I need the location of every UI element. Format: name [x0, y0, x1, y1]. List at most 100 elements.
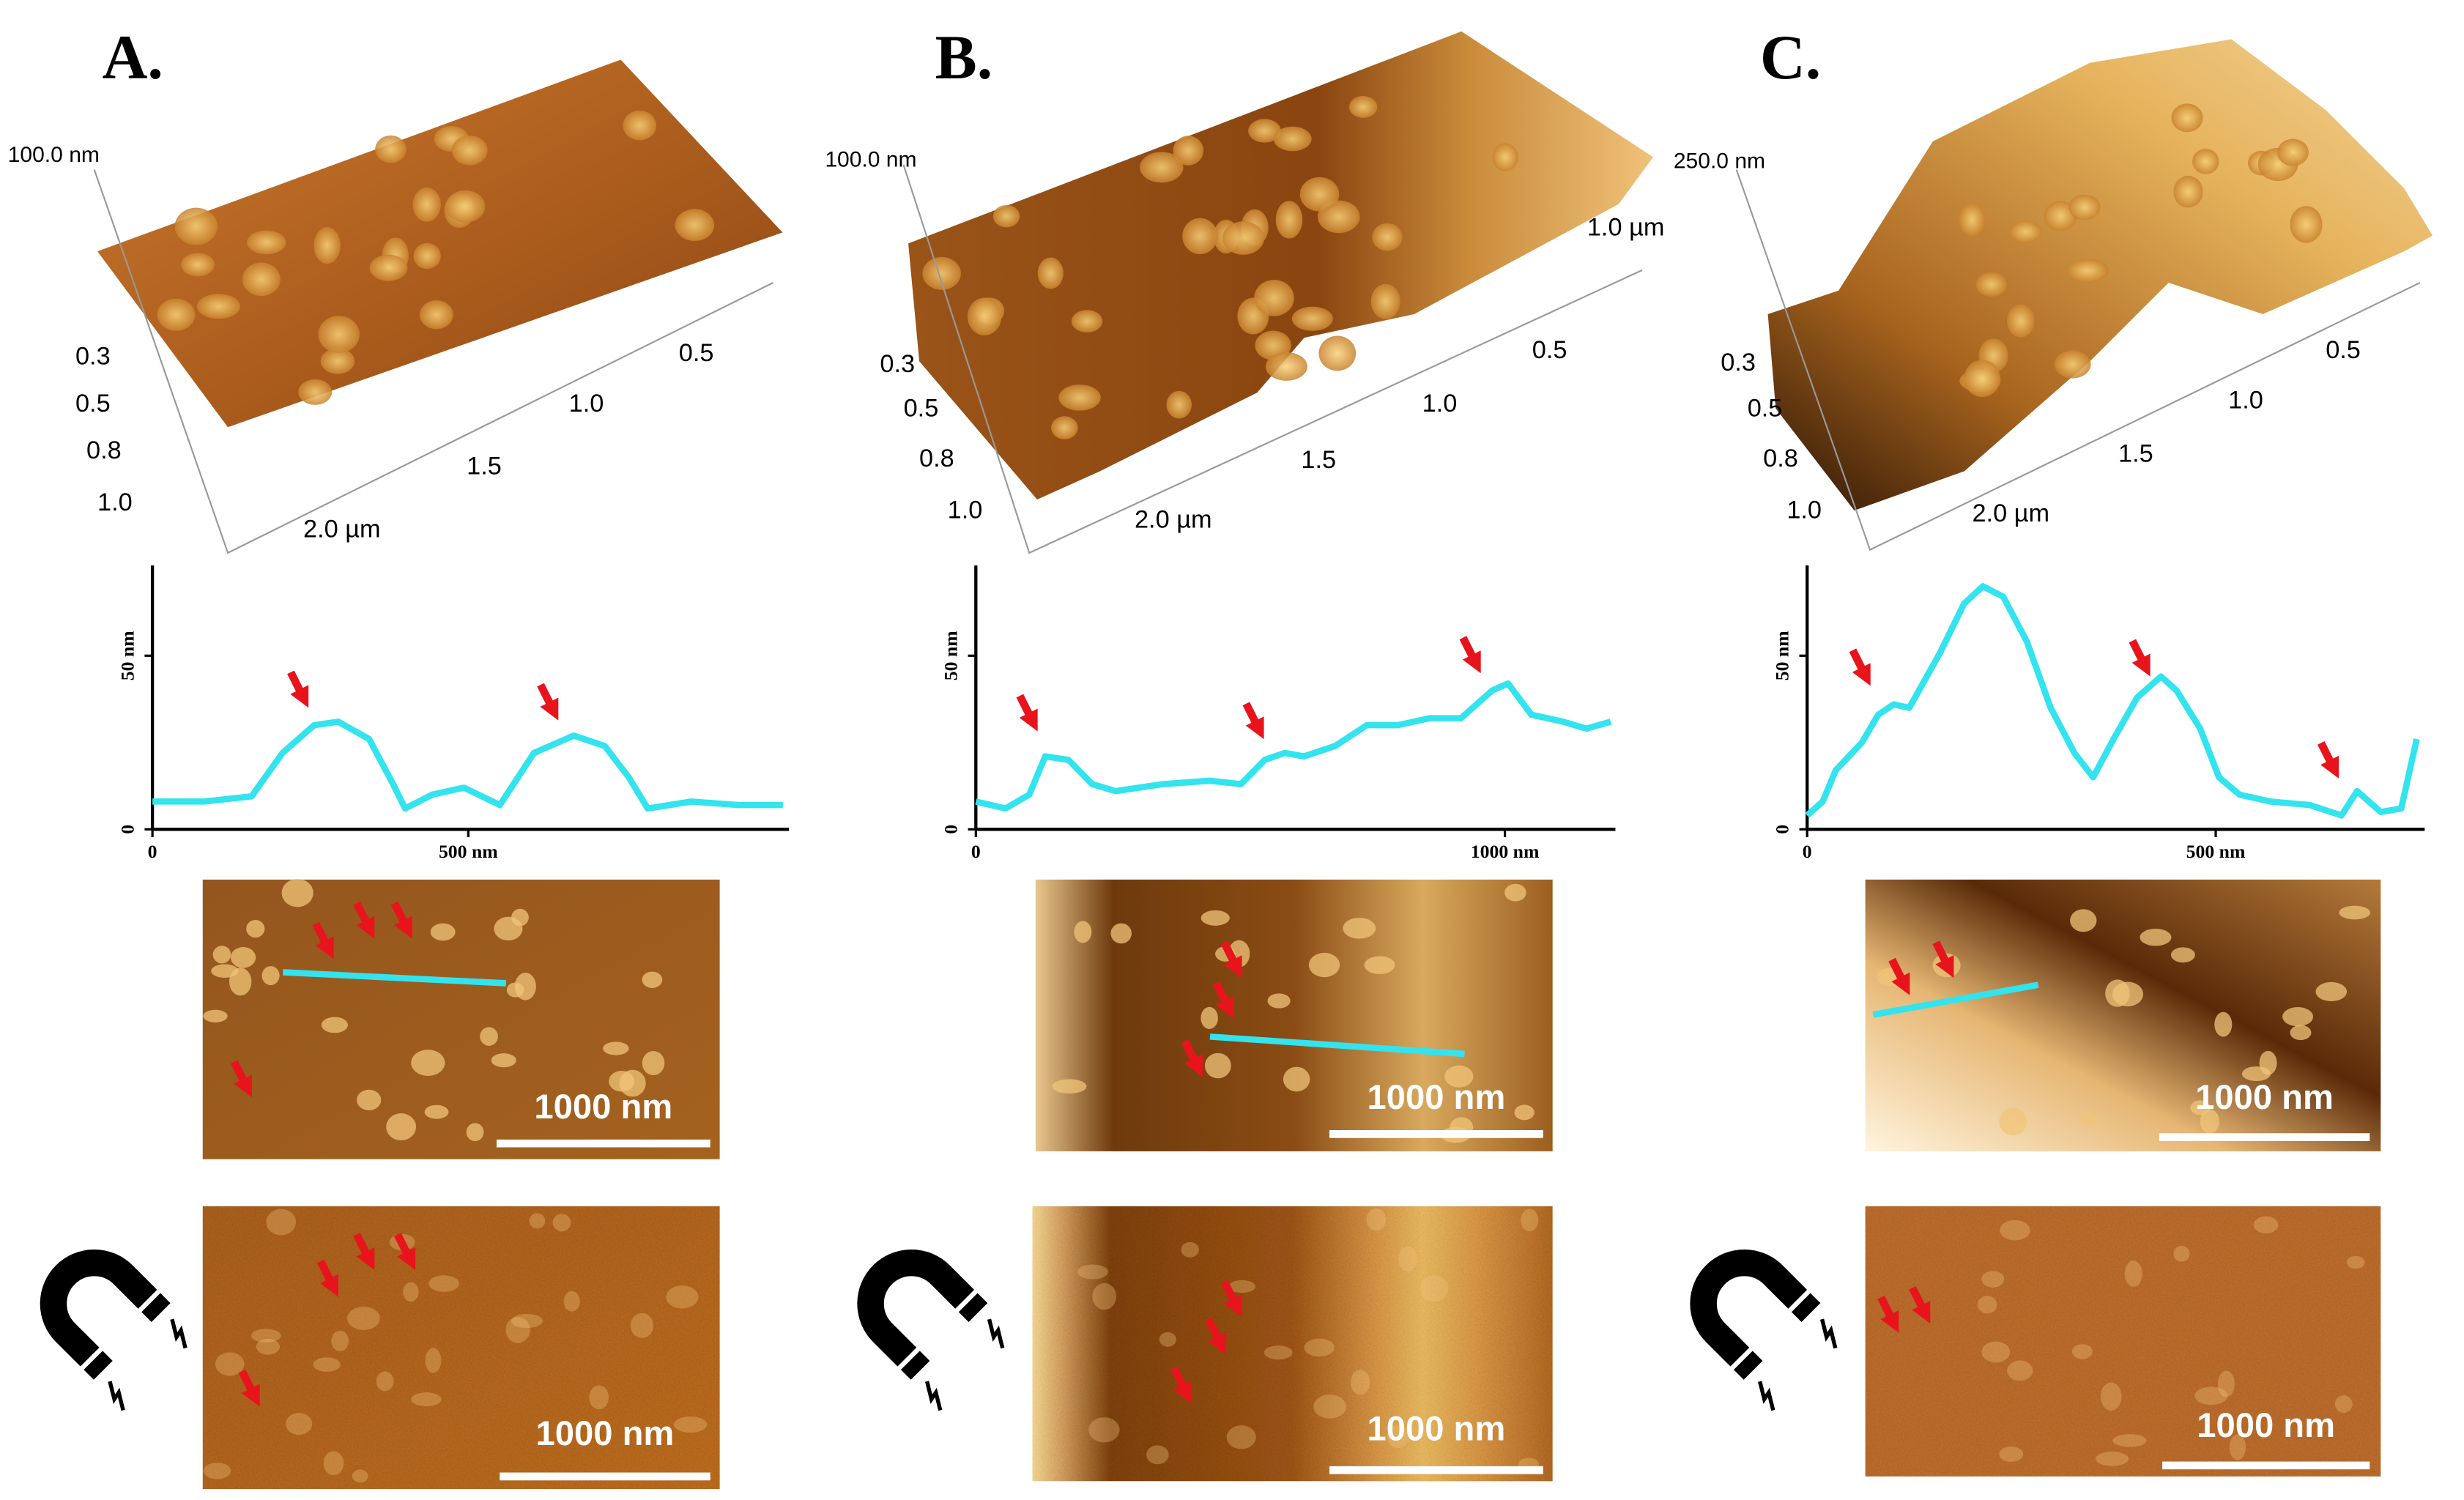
particle — [494, 916, 523, 941]
particle — [261, 966, 280, 986]
particle — [1181, 1241, 1199, 1258]
front-tick: 2.0 µm — [303, 515, 381, 543]
particle — [630, 1312, 654, 1338]
surface-bump — [2006, 304, 2035, 338]
surface-bump — [318, 316, 360, 353]
red-arrow — [1170, 1366, 1192, 1404]
scale-bar-label: 1000 nm — [534, 1087, 672, 1126]
particle — [211, 964, 239, 978]
particle — [529, 1213, 546, 1229]
particle — [1263, 1345, 1293, 1360]
front-tick: 1.5 — [1301, 446, 1336, 474]
particle — [563, 1291, 580, 1312]
scale-bar-label: 1000 nm — [2197, 1406, 2335, 1444]
front-tick: 2.0 µm — [1135, 506, 1212, 534]
y-tick-label: 50 nm — [116, 631, 138, 680]
surface-bump — [2192, 149, 2219, 174]
red-arrow — [1242, 702, 1264, 740]
surface-bump — [1291, 306, 1333, 331]
front-tick: 1.0 — [2228, 387, 2263, 415]
particle — [357, 1089, 382, 1111]
surface-bump — [1071, 310, 1103, 333]
surface-bump — [1265, 352, 1307, 381]
front-tick: 0.5 — [679, 339, 714, 367]
side-tick: 0.8 — [1763, 445, 1798, 472]
particle — [2282, 1007, 2314, 1027]
particle — [642, 971, 663, 988]
x-tick-label: 0 — [971, 841, 981, 862]
surface-bump — [413, 242, 441, 270]
particle — [1077, 1264, 1109, 1280]
particle — [1052, 1079, 1087, 1094]
surface-bump — [675, 209, 715, 242]
particle — [1159, 1332, 1176, 1347]
surface-bump — [1975, 272, 2008, 297]
particle — [1283, 1066, 1310, 1092]
surface-bump — [1248, 119, 1281, 143]
particle — [323, 1451, 344, 1476]
red-arrow — [1220, 1280, 1242, 1318]
particle — [603, 1042, 629, 1055]
particle — [673, 1417, 708, 1433]
surface-a — [97, 59, 783, 428]
particle — [1088, 1417, 1120, 1443]
surface-bump — [2054, 350, 2091, 379]
scale-bar-label: 1000 nm — [536, 1414, 675, 1452]
surface — [97, 59, 783, 428]
red-arrow — [1212, 981, 1234, 1020]
front-tick: 1.0 — [569, 390, 604, 417]
particle — [411, 1392, 442, 1407]
surface-axis — [902, 164, 1643, 554]
scale-bar-label: 1000 nm — [1367, 1409, 1505, 1448]
red-arrow — [353, 1233, 375, 1271]
red-arrow — [2317, 740, 2339, 779]
particle — [321, 1017, 348, 1033]
surface-bump — [1492, 143, 1518, 171]
particle — [2173, 1245, 2190, 1262]
surface-bump — [451, 135, 488, 166]
panel-label: C. — [1760, 23, 1821, 92]
particle — [2112, 1434, 2147, 1447]
particle — [1977, 1296, 1997, 1314]
red-arrow — [537, 683, 559, 721]
particle — [246, 919, 265, 938]
front-tick: 1.0 µm — [1587, 214, 1665, 242]
surface-bump — [922, 256, 961, 290]
particle — [215, 1352, 245, 1376]
surface-bump — [2173, 175, 2203, 208]
particle — [514, 973, 536, 1000]
surface-bump — [196, 294, 240, 319]
front-tick: 1.0 — [1422, 390, 1458, 417]
surface-bump — [2277, 138, 2309, 166]
particle — [505, 1317, 530, 1343]
particle — [2334, 1395, 2353, 1414]
front-tick: 0.5 — [2326, 336, 2361, 364]
x-tick-label: 1000 nm — [1471, 841, 1540, 862]
particle — [1226, 1425, 1256, 1449]
red-arrow — [1459, 636, 1481, 674]
side-tick: 0.8 — [919, 445, 954, 472]
side-tick: 0.3 — [75, 343, 111, 371]
particle — [386, 1113, 417, 1141]
particle — [1343, 918, 1376, 939]
red-arrow — [393, 1233, 416, 1271]
profile-line — [1209, 1033, 1465, 1058]
red-arrow — [1849, 648, 1871, 686]
y-tick-label: 50 nm — [940, 631, 962, 680]
y-tick-label: 0 — [1771, 825, 1792, 834]
particle — [2170, 947, 2195, 963]
x-tick-label: 0 — [1803, 841, 1812, 862]
z-label: 100.0 nm — [825, 147, 916, 171]
particle — [1981, 1271, 2005, 1288]
particle — [1521, 1208, 1539, 1232]
particle — [619, 1069, 646, 1097]
surface-bump — [2290, 206, 2323, 243]
particle — [1146, 1445, 1169, 1465]
particle — [251, 1329, 281, 1343]
particle — [346, 1306, 380, 1330]
particle — [2290, 1025, 2312, 1041]
surface-bump — [1182, 218, 1218, 255]
surface-bump — [1254, 280, 1294, 316]
side-tick: 0.8 — [86, 437, 122, 464]
